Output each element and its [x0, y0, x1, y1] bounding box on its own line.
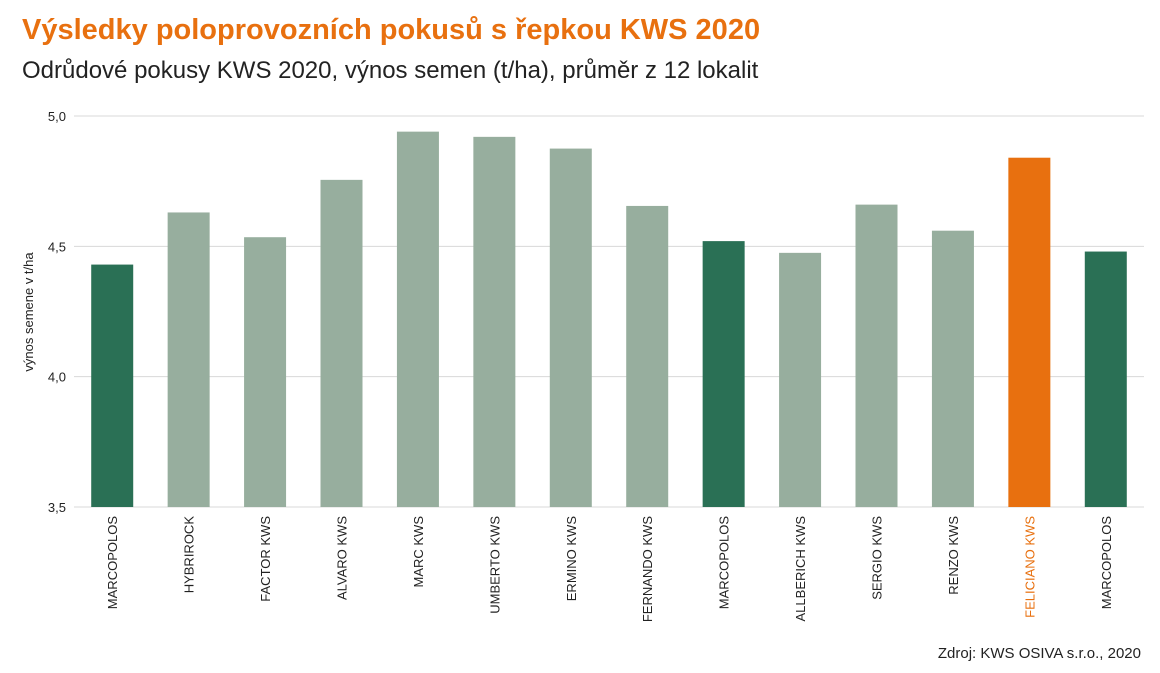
x-tick-label: RENZO KWS — [946, 516, 961, 595]
x-tick-label: MARCOPOLOS — [1099, 516, 1114, 610]
x-tick-label: ERMINO KWS — [564, 516, 579, 602]
x-tick-label: SERGIO KWS — [870, 516, 885, 600]
bar — [855, 204, 898, 508]
x-tick-label: FELICIANO KWS — [1022, 516, 1037, 618]
grid-lines — [74, 115, 1144, 508]
x-tick-label: ALVARO KWS — [335, 516, 350, 600]
x-tick-label: HYBRIROCK — [182, 516, 197, 594]
y-tick-label: 5,0 — [48, 109, 66, 124]
y-tick-label: 4,5 — [48, 239, 66, 254]
x-tick-label: MARCOPOLOS — [717, 516, 732, 610]
chart-title: Výsledky poloprovozních pokusů s řepkou … — [22, 14, 761, 46]
source-note: Zdroj: KWS OSIVA s.r.o., 2020 — [937, 645, 1141, 662]
x-tick-label: MARCOPOLOS — [105, 516, 120, 610]
x-tick-label: ALLBERICH KWS — [793, 516, 808, 622]
x-tick-label: UMBERTO KWS — [487, 516, 502, 614]
bar — [396, 131, 439, 507]
x-tick-label: FERNANDO KWS — [640, 516, 655, 623]
y-axis-label: výnos semene v t/ha — [21, 252, 36, 372]
chart-subtitle: Odrůdové pokusy KWS 2020, výnos semen (t… — [22, 57, 759, 84]
bar — [779, 252, 822, 507]
bar — [167, 212, 210, 508]
bar — [1008, 157, 1051, 507]
bar — [931, 230, 974, 507]
bars — [91, 131, 1127, 508]
y-axis-ticks: 3,5 4,0 4,5 5,0 — [48, 109, 66, 515]
bar — [244, 237, 287, 507]
y-tick-label: 4,0 — [48, 370, 66, 385]
bar — [1084, 251, 1127, 507]
y-tick-label: 3,5 — [48, 500, 66, 515]
bar — [549, 148, 592, 508]
bar — [702, 241, 745, 507]
bar — [320, 179, 363, 507]
bar — [473, 136, 516, 507]
x-tick-label: MARC KWS — [411, 516, 426, 588]
bar — [626, 205, 669, 507]
bar — [91, 264, 134, 507]
x-axis-labels: MARCOPOLOS HYBRIROCK FACTOR KWS ALVARO KWS M… — [105, 516, 1114, 623]
x-tick-label: FACTOR KWS — [258, 516, 273, 602]
